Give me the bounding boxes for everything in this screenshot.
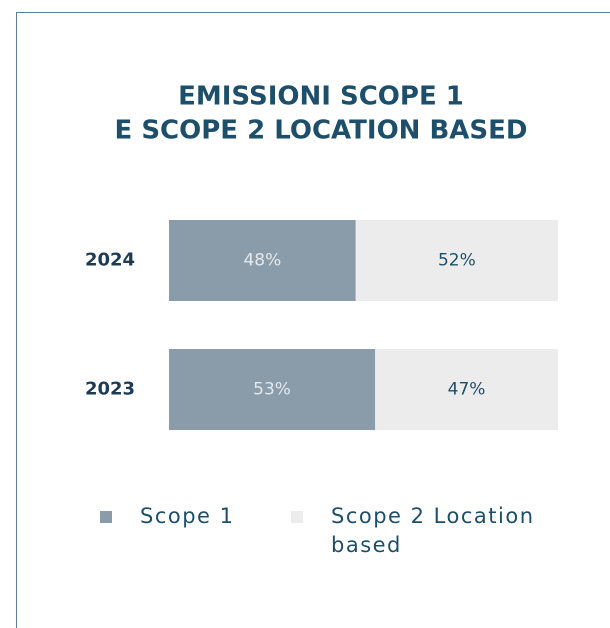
value-label: 52% xyxy=(438,251,476,271)
bar-segment xyxy=(355,220,558,301)
legend-label: Scope 1 xyxy=(140,504,235,528)
legend-swatch xyxy=(291,511,303,523)
bar-segment xyxy=(169,349,376,430)
bar-segment xyxy=(169,220,356,301)
value-label: 53% xyxy=(253,380,291,400)
legend-label: Scope 2 Location based xyxy=(331,504,535,557)
value-label: 48% xyxy=(243,251,281,271)
category-label: 2023 xyxy=(85,379,135,400)
value-label: 47% xyxy=(448,380,486,400)
chart-title: E SCOPE 2 LOCATION BASED xyxy=(115,116,528,146)
category-label: 2024 xyxy=(85,250,135,271)
chart-title: EMISSIONI SCOPE 1 xyxy=(178,82,464,112)
bar-segment xyxy=(375,349,558,430)
legend-swatch xyxy=(100,511,112,523)
